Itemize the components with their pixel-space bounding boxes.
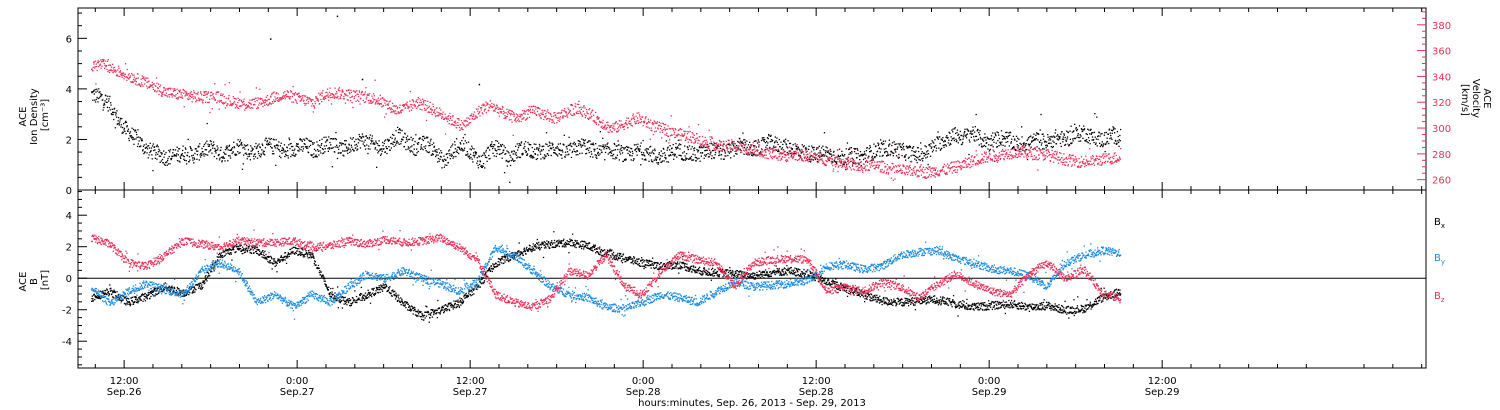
xtick-date-4: Sep.28	[799, 387, 834, 398]
by-series	[91, 241, 1122, 320]
vel-ytick-label-6: 380	[1432, 21, 1451, 32]
panel1-ytick-label-1: -2	[62, 306, 72, 317]
xtick-time-2: 12:00	[456, 376, 485, 387]
panel0-ytick-label-3: 6	[66, 34, 72, 45]
bottom-panel-frame	[77, 189, 1427, 369]
vel-ytick-label-0: 260	[1432, 176, 1451, 187]
panel1-ytick-label-2: 0	[66, 274, 72, 285]
legend-by: By	[1434, 253, 1445, 266]
xtick-date-2: Sep.27	[453, 387, 488, 398]
xtick-date-6: Sep.29	[1145, 387, 1180, 398]
xtick-time-5: 0:00	[978, 376, 1000, 387]
xtick-date-1: Sep.27	[280, 387, 315, 398]
top-right-ylabel: ACE Velocity [km/s]	[1459, 79, 1492, 121]
tick-labels: 0246-4-202426028030032034036038012:00Sep…	[62, 21, 1451, 398]
data-points	[91, 15, 1122, 323]
xtick-time-6: 12:00	[1148, 376, 1177, 387]
xtick-date-3: Sep.28	[626, 387, 661, 398]
panel0-ytick-label-2: 4	[66, 85, 72, 96]
ion-density-outlier-0	[269, 38, 272, 40]
bz-series	[91, 229, 1122, 312]
vel-ytick-label-2: 300	[1432, 124, 1451, 135]
vel-ytick-label-5: 360	[1432, 47, 1451, 58]
panel1-ytick-label-0: -4	[62, 337, 72, 348]
axis-ticks	[78, 8, 1426, 368]
xtick-time-3: 0:00	[632, 376, 654, 387]
xtick-date-5: Sep.29	[972, 387, 1007, 398]
ion-density-outlier-1	[336, 15, 339, 18]
bottom-ylabel: ACE B [nT]	[18, 268, 51, 291]
vel-ytick-label-4: 340	[1432, 72, 1451, 83]
top-left-ylabel: ACE Ion Density [cm⁻³]	[18, 85, 51, 145]
vel-ytick-label-3: 320	[1432, 98, 1451, 109]
xtick-time-4: 12:00	[802, 376, 831, 387]
legend-bz: Bz	[1434, 291, 1445, 304]
xtick-time-1: 0:00	[286, 376, 308, 387]
panel1-ytick-label-3: 2	[66, 243, 72, 254]
ion-density-outlier-2	[361, 78, 364, 81]
ion-density-series	[91, 88, 1122, 183]
x-axis-title: hours:minutes, Sep. 26, 2013 - Sep. 29, …	[638, 398, 866, 409]
panel1-ytick-label-4: 4	[66, 211, 72, 222]
vel-ytick-label-1: 280	[1432, 150, 1451, 161]
legend-bx: Bx	[1434, 217, 1445, 230]
panel0-ytick-label-0: 0	[66, 186, 72, 197]
xtick-time-0: 12:00	[110, 376, 139, 387]
xtick-date-0: Sep.26	[107, 387, 142, 398]
velocity-series	[91, 59, 1122, 181]
panel0-ytick-label-1: 2	[66, 135, 72, 146]
ion-density-outlier-3	[478, 83, 481, 86]
